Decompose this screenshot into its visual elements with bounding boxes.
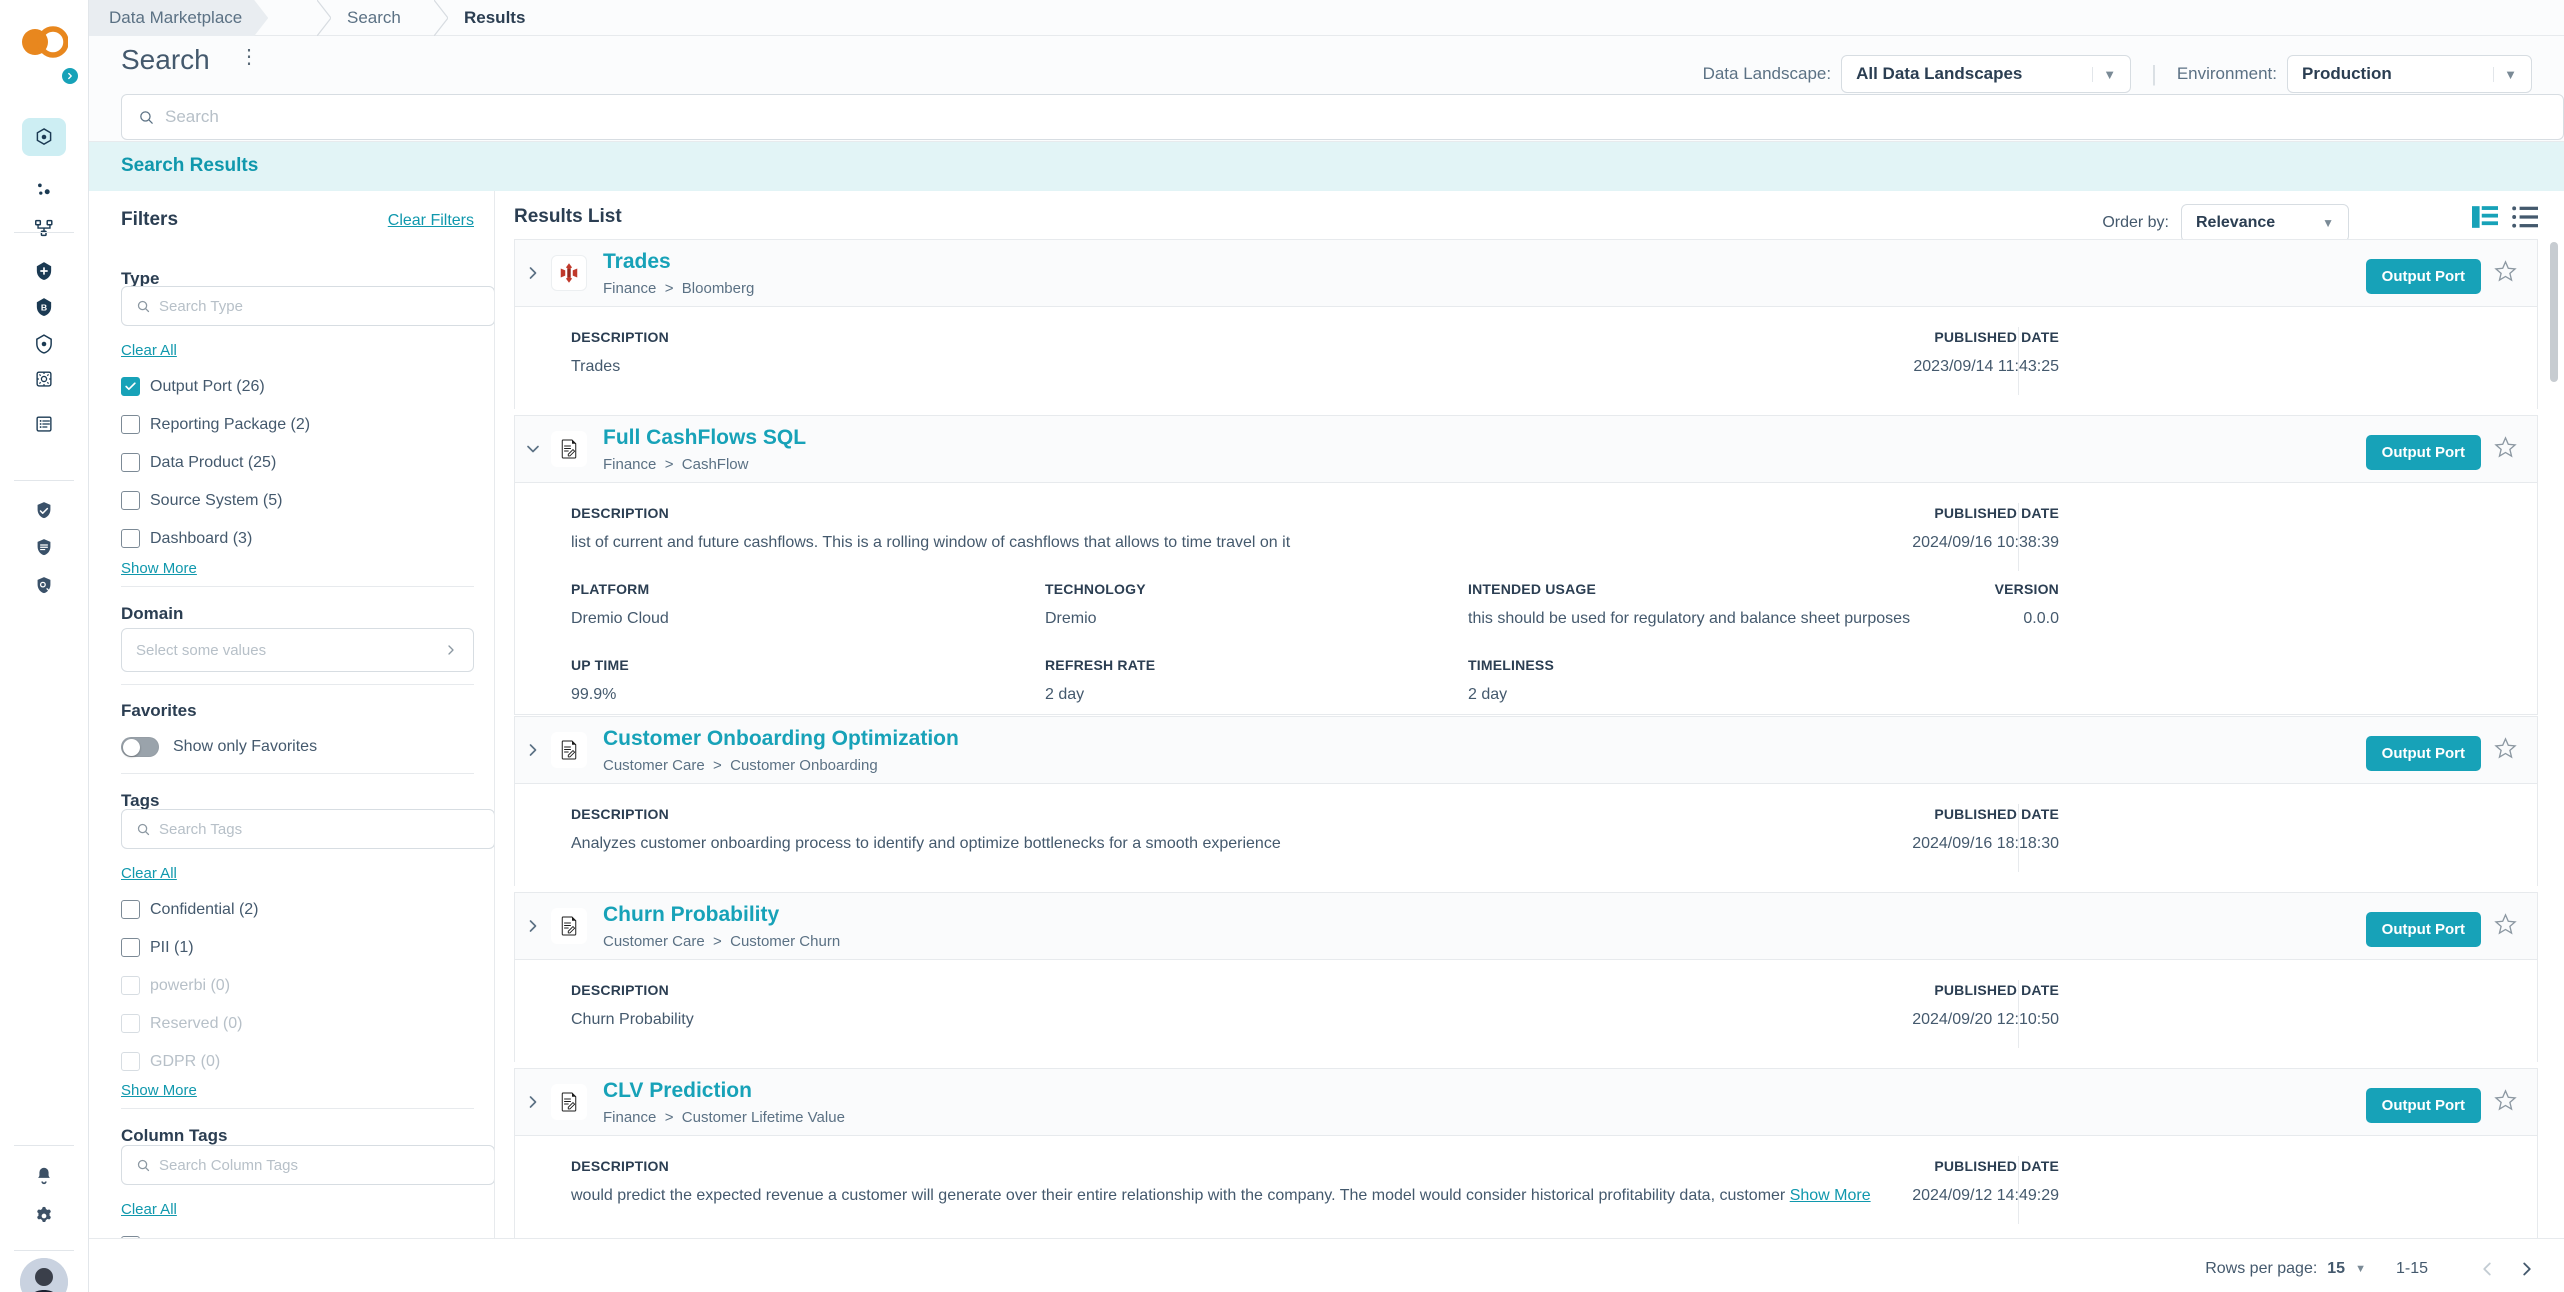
svg-text:B: B [41,302,47,312]
